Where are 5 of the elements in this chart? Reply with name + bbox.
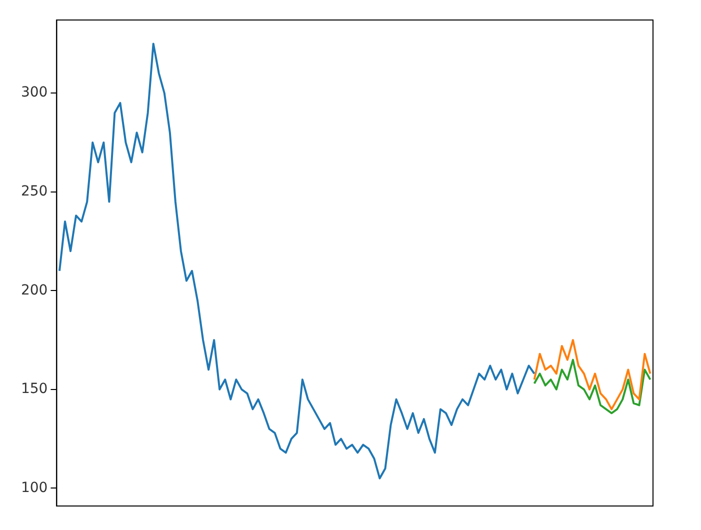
y-tick-label: 300: [20, 84, 48, 101]
y-tick-label: 150: [20, 381, 48, 398]
y-tick-label: 250: [20, 184, 48, 200]
y-tick-label: 200: [20, 282, 48, 298]
y-tick-label: 100: [20, 480, 48, 496]
